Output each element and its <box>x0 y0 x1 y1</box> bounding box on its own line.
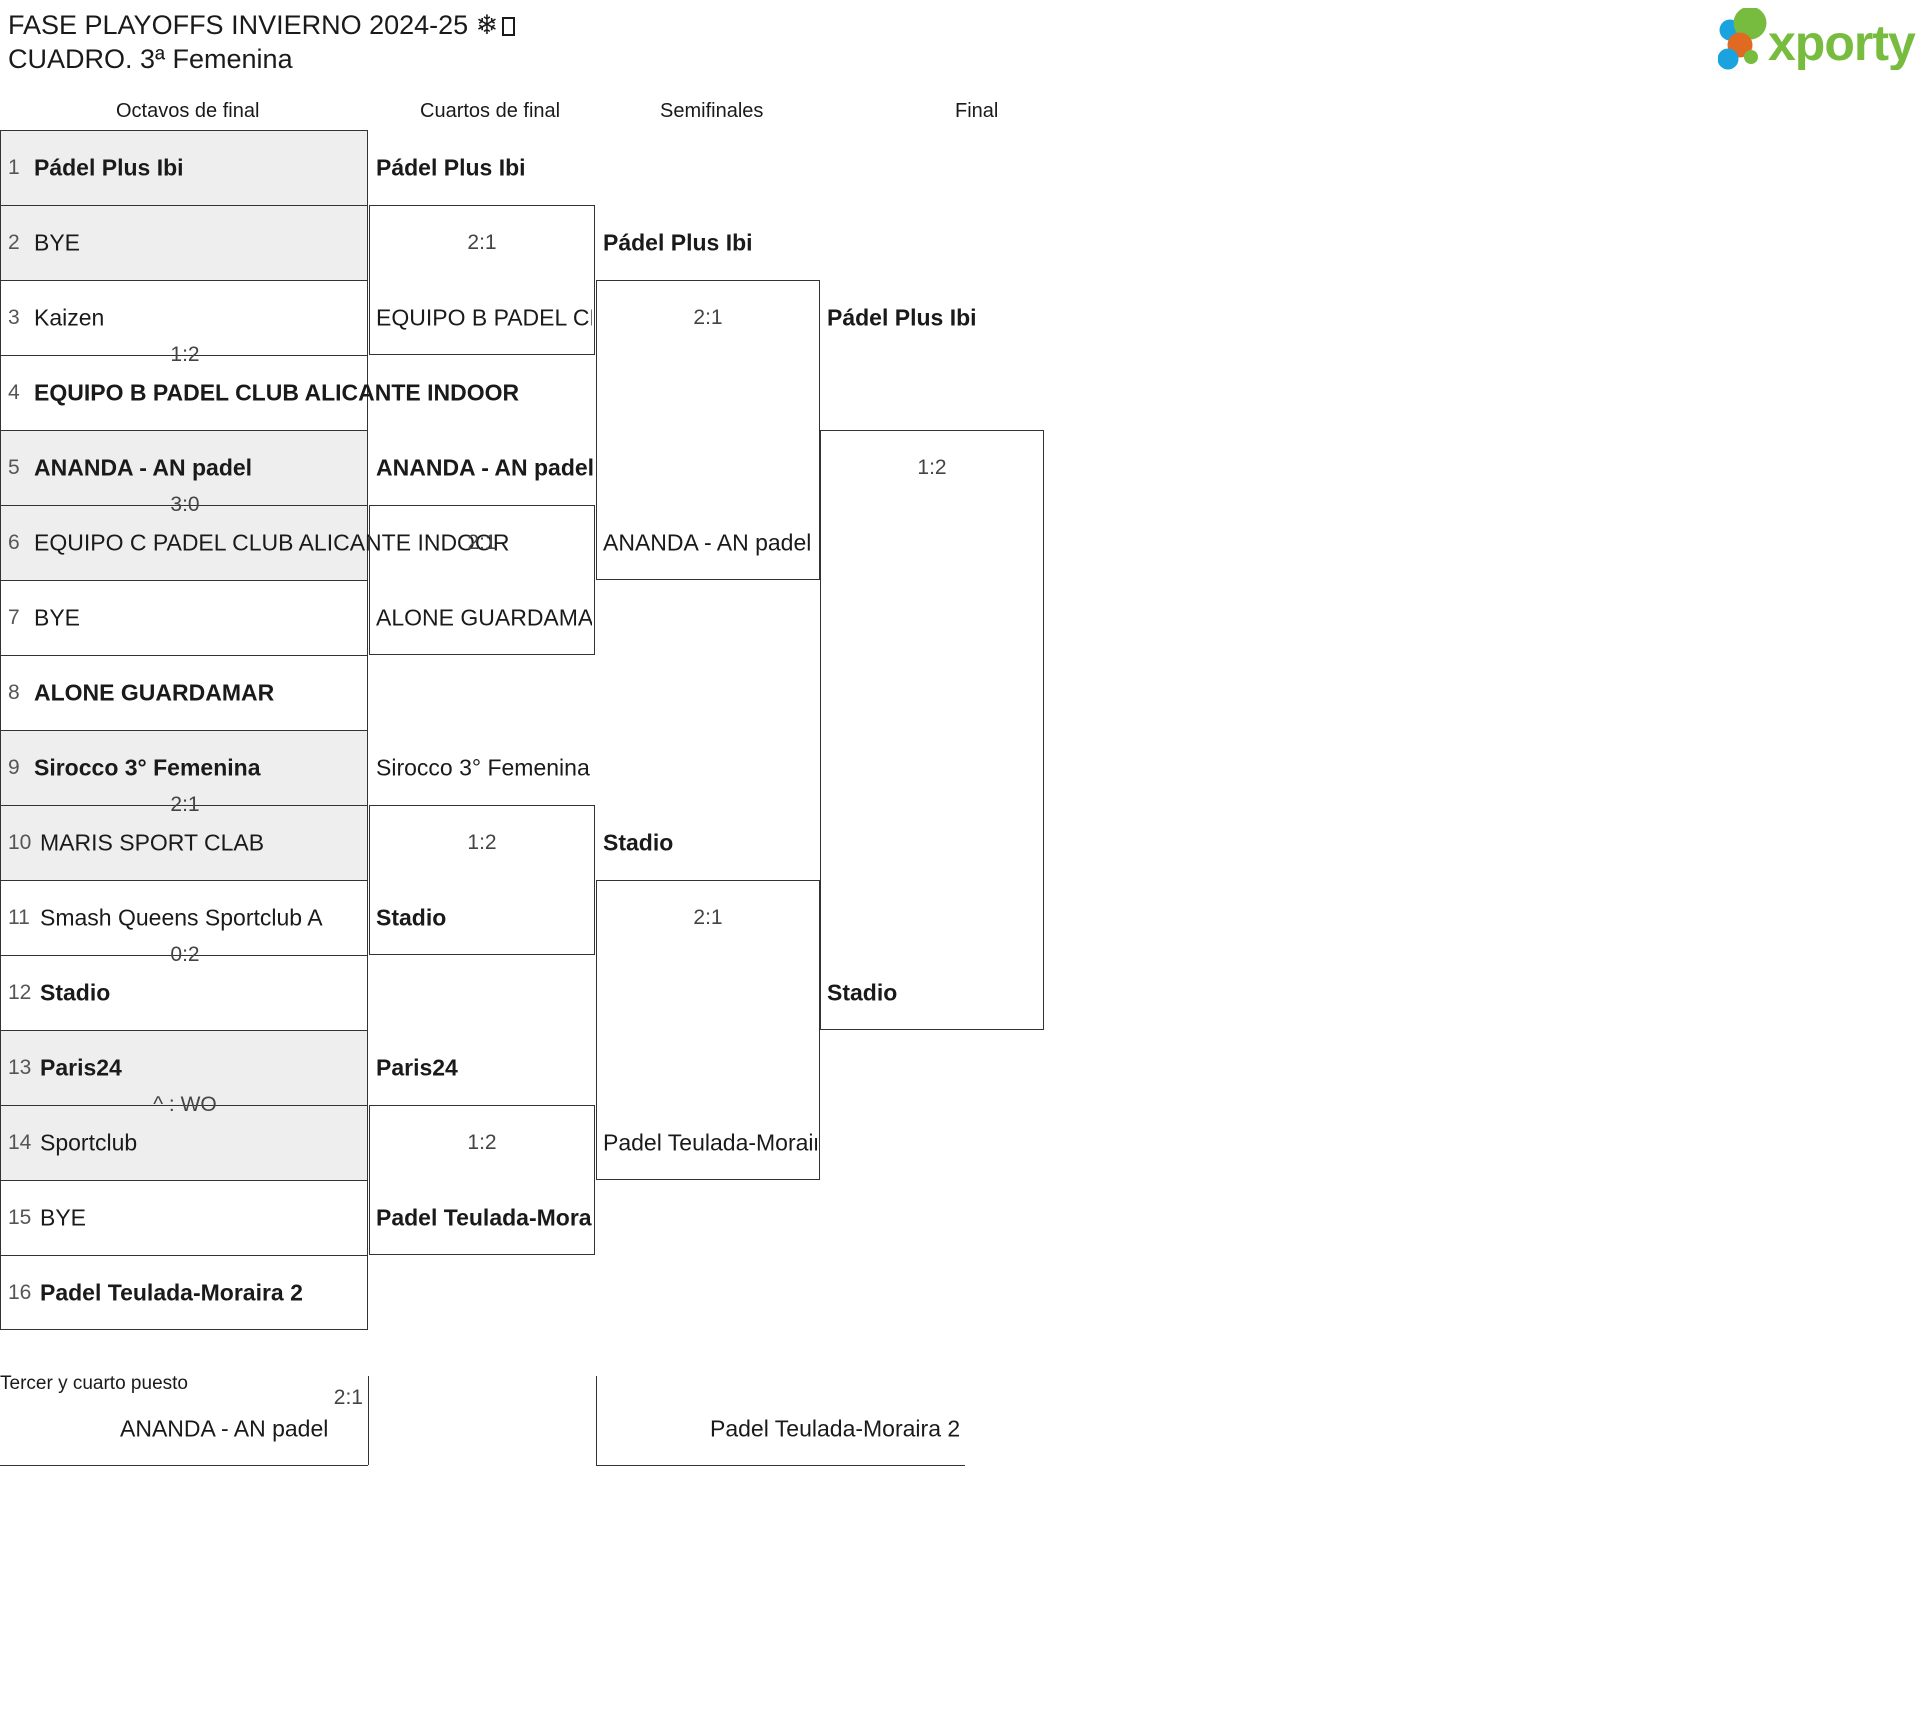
svg-text:xporty: xporty <box>1768 15 1916 70</box>
